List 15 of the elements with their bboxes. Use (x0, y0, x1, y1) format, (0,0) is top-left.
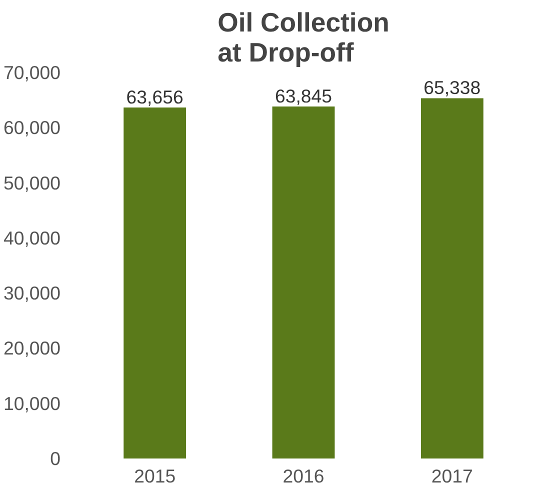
x-tick-label: 2017 (431, 466, 473, 485)
x-tick-label: 2015 (134, 466, 176, 485)
y-tick-label: 0 (50, 448, 61, 469)
data-label: 63,656 (126, 86, 184, 108)
chart-title: Oil Collection at Drop-off (218, 8, 390, 68)
y-tick-label: 60,000 (3, 117, 60, 138)
y-tick-label: 20,000 (3, 338, 60, 359)
data-label: 63,845 (274, 85, 332, 106)
data-label: 65,338 (424, 77, 481, 98)
y-tick-label: 10,000 (3, 392, 60, 414)
y-tick-label: 40,000 (3, 227, 60, 248)
x-tick-label: 2016 (282, 466, 324, 485)
y-tick-label: 50,000 (3, 172, 60, 194)
y-tick-label: 30,000 (3, 282, 60, 304)
y-tick-label: 70,000 (3, 62, 60, 83)
